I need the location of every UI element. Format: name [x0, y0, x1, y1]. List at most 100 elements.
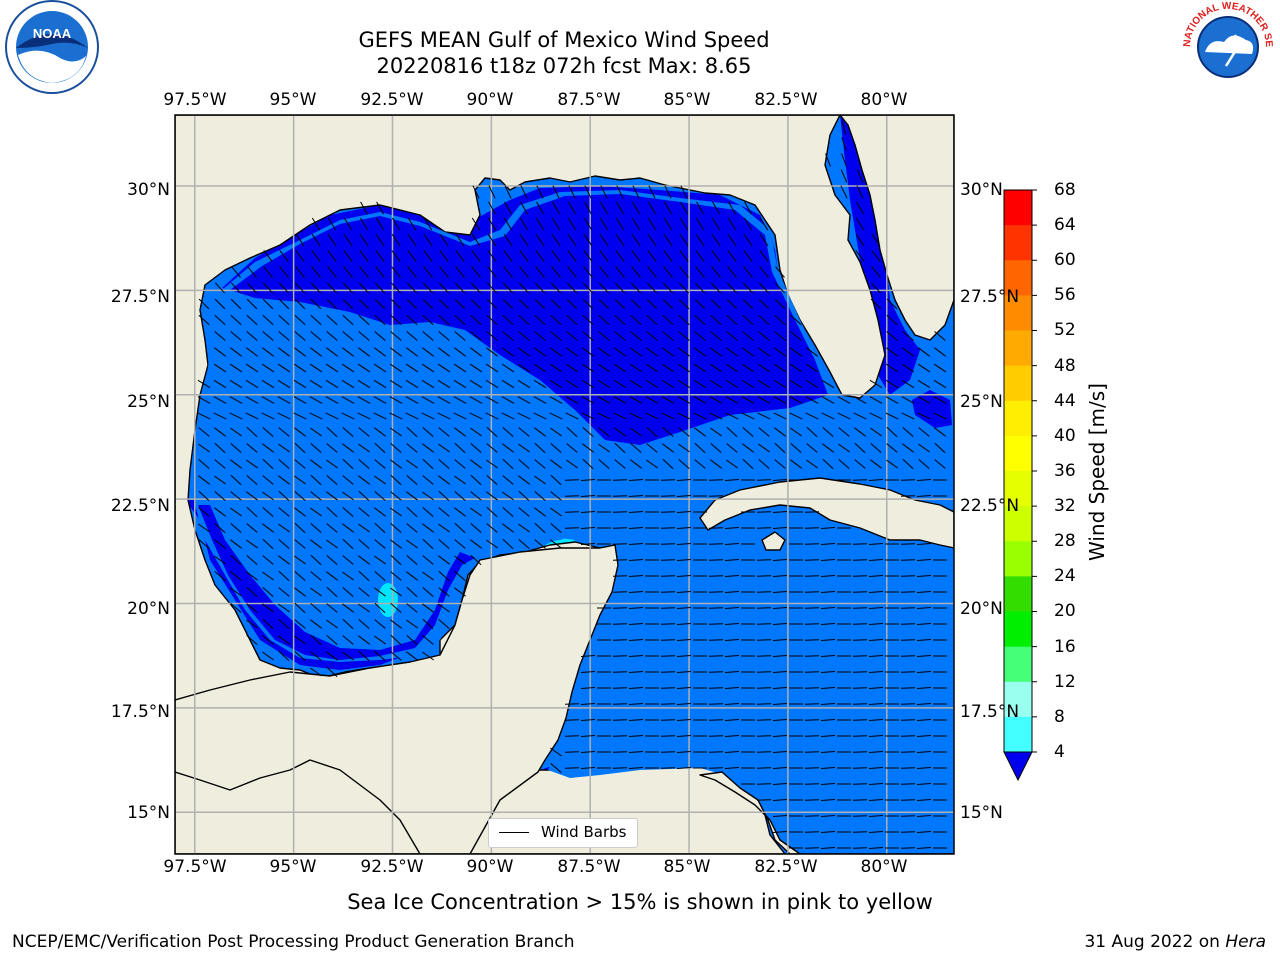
- wind-barb: [294, 475, 306, 485]
- wind-barb: [628, 559, 644, 561]
- wind-barb: [632, 201, 640, 215]
- wind-barb: [325, 396, 339, 404]
- wind-barb: [629, 412, 643, 420]
- wind-barb: [933, 396, 947, 404]
- wind-barb: [838, 427, 850, 437]
- wind-barb: [374, 282, 386, 294]
- wind-barb: [934, 442, 946, 454]
- wind-barb: [694, 427, 706, 437]
- wind-barb: [565, 412, 579, 420]
- colorbar-segment: [1004, 225, 1032, 261]
- wind-barb: [645, 379, 659, 389]
- wind-barb: [342, 282, 354, 294]
- wind-barb: [820, 831, 836, 833]
- wind-barb: [230, 282, 242, 294]
- wind-barb: [406, 635, 418, 645]
- wind-barb: [871, 266, 881, 278]
- wind-barb: [694, 331, 706, 341]
- wind-barb: [758, 347, 770, 357]
- central-america-land: [699, 771, 954, 854]
- wind-barb: [326, 347, 338, 357]
- wind-barb: [742, 298, 754, 310]
- wind-barb: [390, 634, 402, 646]
- wind-barb: [598, 459, 610, 469]
- wind-barb: [790, 443, 802, 453]
- wind-barb: [214, 475, 226, 485]
- lat-label-left: 30°N: [127, 180, 170, 200]
- wind-barb: [245, 396, 259, 404]
- wind-barb: [695, 217, 705, 231]
- legend-label: Wind Barbs: [541, 823, 627, 841]
- wind-barb: [676, 639, 692, 641]
- wind-barb: [358, 650, 370, 662]
- wind-barb: [518, 490, 530, 502]
- wind-barb: [580, 511, 596, 513]
- wind-barb: [902, 458, 914, 470]
- wind-barb: [662, 314, 674, 326]
- wind-barb: [916, 831, 932, 833]
- wind-barb: [916, 847, 932, 849]
- wind-barb: [676, 591, 692, 593]
- wind-barb: [326, 491, 338, 501]
- wind-barb: [486, 443, 498, 453]
- wind-barb: [502, 282, 514, 294]
- wind-barb: [374, 314, 386, 326]
- wind-barb: [501, 363, 515, 373]
- wind-barb: [598, 331, 610, 341]
- wind-barb: [486, 282, 498, 294]
- wind-barb: [310, 554, 322, 566]
- wind-barb: [552, 185, 560, 199]
- colorbar-tick-label: 20: [1054, 601, 1076, 621]
- wind-barb: [534, 539, 546, 549]
- wind-barb: [246, 571, 258, 581]
- wind-barb: [582, 298, 594, 310]
- wind-barb: [197, 412, 211, 420]
- wind-barb: [916, 751, 932, 753]
- wind-barb: [246, 523, 258, 533]
- wind-barb: [774, 427, 786, 437]
- wind-barb: [438, 507, 450, 517]
- wind-barb: [438, 282, 450, 294]
- wind-barb: [724, 479, 740, 481]
- wind-barb: [712, 201, 720, 215]
- wind-barb: [326, 603, 338, 613]
- wind-barb: [246, 459, 258, 469]
- wind-barb: [885, 396, 899, 404]
- wind-barb: [230, 443, 242, 453]
- wind-barb: [373, 379, 387, 389]
- wind-barb: [342, 331, 354, 341]
- wind-barb: [519, 233, 529, 247]
- wind-barb: [421, 396, 435, 404]
- wind-barb: [727, 250, 737, 262]
- wind-barb: [407, 266, 417, 278]
- wind-barb: [406, 603, 418, 613]
- wind-barb: [487, 217, 497, 231]
- wind-barb: [455, 266, 465, 278]
- wind-barb: [886, 331, 898, 341]
- wind-barb: [614, 331, 626, 341]
- wind-barb: [549, 412, 563, 420]
- wind-barb: [342, 427, 354, 437]
- wind-barb: [422, 538, 434, 550]
- wind-barb: [422, 618, 434, 630]
- wind-barb: [711, 217, 721, 231]
- wind-barb: [598, 427, 610, 437]
- wind-barb: [213, 412, 227, 420]
- wind-barb: [358, 298, 370, 310]
- wind-barb: [598, 298, 610, 310]
- lon-label-bottom: 90°W: [466, 857, 514, 877]
- wind-barb: [774, 298, 786, 310]
- wind-barb: [406, 347, 418, 357]
- wind-barb: [868, 751, 884, 753]
- wind-barb: [613, 396, 627, 404]
- wind-barb: [230, 554, 242, 566]
- wind-barb: [470, 554, 482, 566]
- wind-barb: [376, 201, 384, 215]
- wind-barb: [278, 603, 290, 613]
- wind-barb: [358, 443, 370, 453]
- wind-barb: [230, 507, 242, 517]
- wind-barb: [487, 250, 497, 262]
- wind-barb: [710, 427, 722, 437]
- wind-barb: [262, 475, 274, 485]
- wind-barb: [584, 185, 592, 199]
